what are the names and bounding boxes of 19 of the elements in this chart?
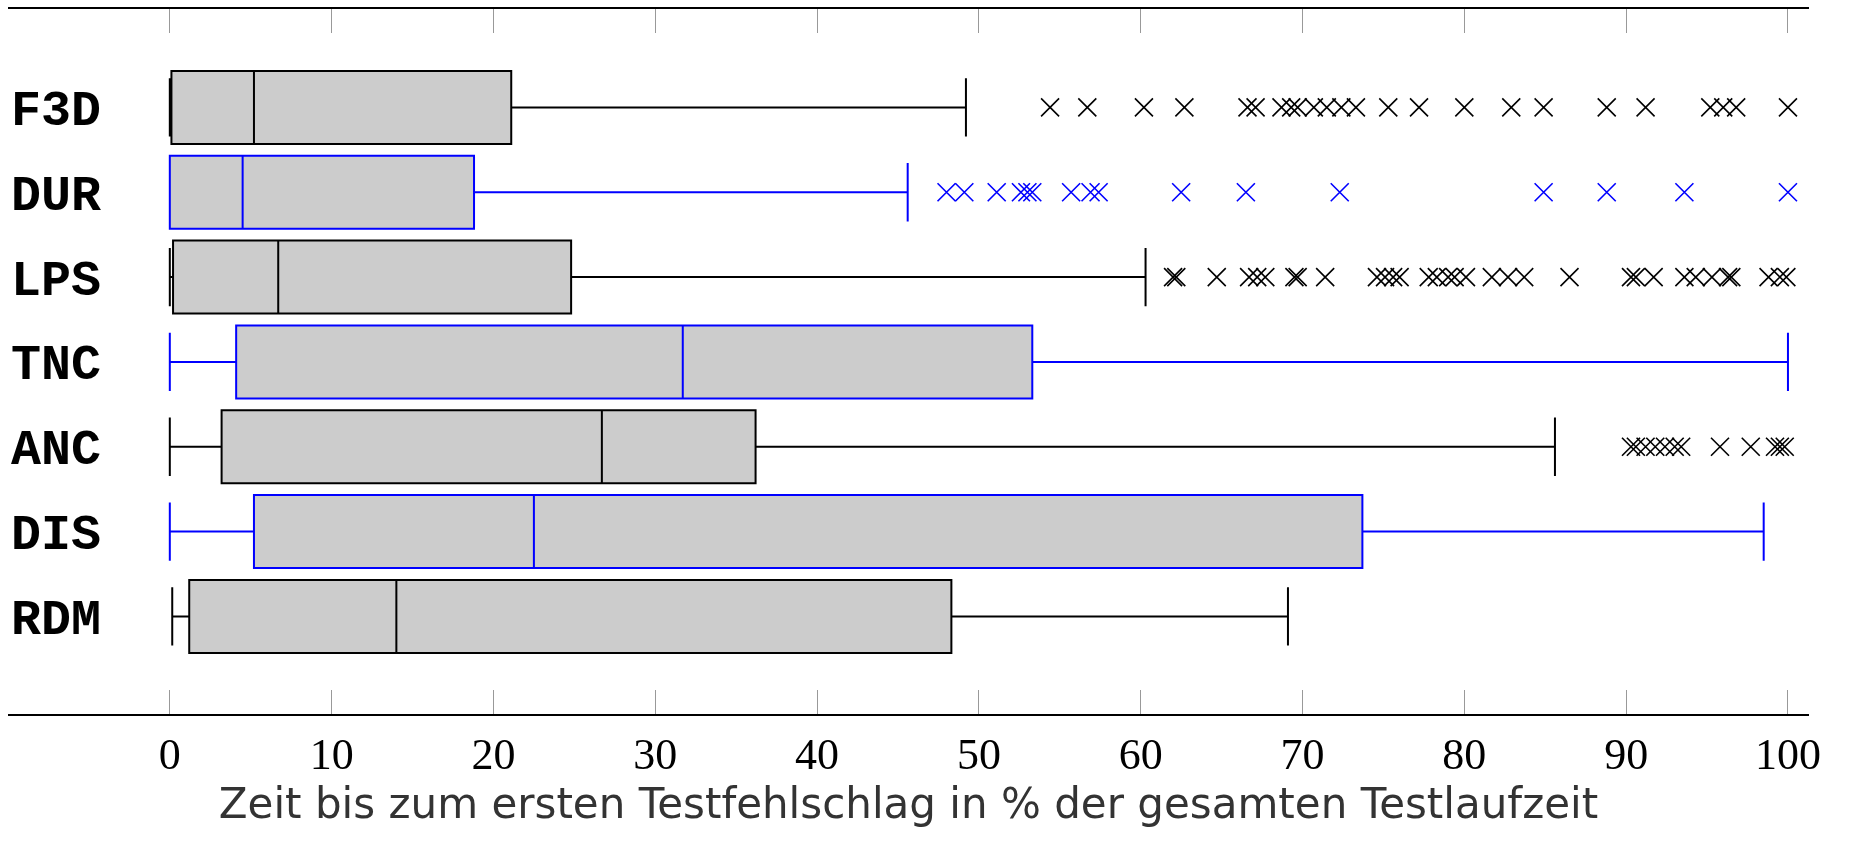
y-tick-label: DUR xyxy=(11,167,102,225)
x-tick-label: 40 xyxy=(795,729,840,779)
y-tick-label: DIS xyxy=(11,507,102,565)
x-tick-label: 70 xyxy=(1280,729,1325,779)
y-tick-label: RDM xyxy=(11,591,102,649)
y-tick-label: LPS xyxy=(11,252,102,310)
y-tick-label: ANC xyxy=(11,422,102,480)
y-tick-label: TNC xyxy=(11,337,102,395)
x-tick-label: 30 xyxy=(633,729,678,779)
x-tick-label: 0 xyxy=(158,729,181,779)
x-tick-label: 60 xyxy=(1118,729,1163,779)
x-tick-label: 100 xyxy=(1754,729,1821,779)
x-axis-title: Zeit bis zum ersten Testfehlschlag in % der gesamten Testlaufzeit xyxy=(218,778,1599,828)
x-tick-label: 80 xyxy=(1442,729,1487,779)
x-tick-label: 20 xyxy=(471,729,516,779)
x-tick-label: 50 xyxy=(956,729,1001,779)
x-tick-label: 90 xyxy=(1604,729,1649,779)
x-tick-label: 10 xyxy=(309,729,354,779)
y-tick-label: F3D xyxy=(11,82,102,140)
